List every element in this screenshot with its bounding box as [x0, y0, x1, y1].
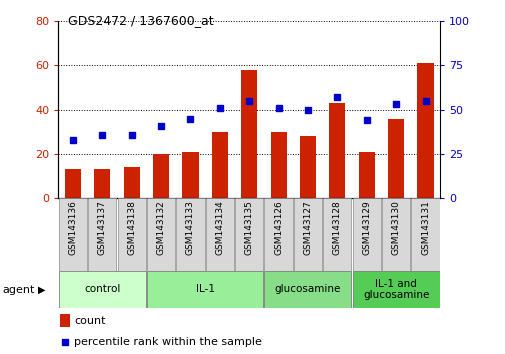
Bar: [153, 154, 169, 198]
Text: agent: agent: [3, 285, 35, 295]
Bar: [211, 132, 227, 198]
Text: GDS2472 / 1367600_at: GDS2472 / 1367600_at: [68, 14, 214, 27]
Bar: [182, 152, 198, 198]
Bar: [146, 198, 175, 271]
Bar: [323, 198, 351, 271]
Bar: [329, 103, 345, 198]
Bar: [65, 170, 81, 198]
Bar: [60, 314, 70, 327]
Text: GSM143127: GSM143127: [303, 200, 312, 255]
Bar: [206, 198, 233, 271]
Text: GSM143136: GSM143136: [68, 200, 77, 255]
Bar: [59, 271, 145, 308]
Text: GSM143129: GSM143129: [362, 200, 371, 255]
Text: GSM143135: GSM143135: [244, 200, 253, 255]
Text: GSM143133: GSM143133: [185, 200, 194, 255]
Bar: [123, 167, 139, 198]
Text: GSM143134: GSM143134: [215, 200, 224, 255]
Bar: [352, 198, 380, 271]
Bar: [387, 119, 403, 198]
Bar: [94, 170, 110, 198]
Text: GSM143132: GSM143132: [156, 200, 165, 255]
Text: glucosamine: glucosamine: [274, 284, 340, 295]
Text: GSM143126: GSM143126: [274, 200, 282, 255]
Bar: [241, 70, 257, 198]
Bar: [59, 198, 87, 271]
Bar: [293, 198, 322, 271]
Text: GSM143137: GSM143137: [97, 200, 107, 255]
Text: IL-1 and
glucosamine: IL-1 and glucosamine: [362, 279, 428, 300]
Text: control: control: [84, 284, 120, 295]
Text: GSM143138: GSM143138: [127, 200, 136, 255]
Bar: [417, 63, 433, 198]
Bar: [264, 198, 292, 271]
Text: count: count: [74, 316, 106, 326]
Bar: [358, 152, 374, 198]
Text: GSM143131: GSM143131: [420, 200, 429, 255]
Bar: [352, 271, 439, 308]
Bar: [264, 271, 351, 308]
Bar: [381, 198, 410, 271]
Bar: [176, 198, 204, 271]
Bar: [411, 198, 439, 271]
Bar: [88, 198, 116, 271]
Text: IL-1: IL-1: [195, 284, 214, 295]
Bar: [117, 198, 145, 271]
Text: GSM143130: GSM143130: [391, 200, 400, 255]
Bar: [235, 198, 263, 271]
Bar: [299, 136, 316, 198]
Bar: [270, 132, 286, 198]
Text: ▶: ▶: [38, 285, 45, 295]
Bar: [146, 271, 263, 308]
Text: GSM143128: GSM143128: [332, 200, 341, 255]
Text: percentile rank within the sample: percentile rank within the sample: [74, 337, 262, 348]
